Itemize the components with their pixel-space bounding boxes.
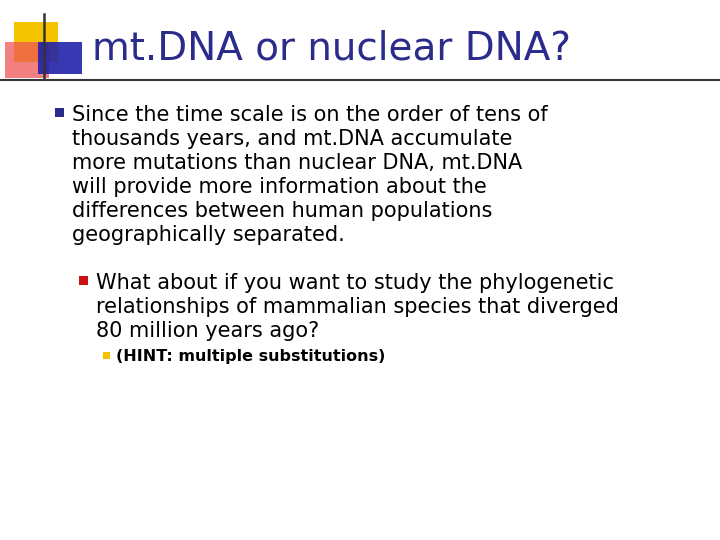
Bar: [5, 42, 49, 78]
Text: (HINT: multiple substitutions): (HINT: multiple substitutions): [116, 349, 385, 364]
Bar: [103, 352, 110, 359]
Text: geographically separated.: geographically separated.: [72, 225, 345, 245]
Text: 80 million years ago?: 80 million years ago?: [96, 321, 319, 341]
Bar: [14, 22, 58, 62]
Text: thousands years, and mt.DNA accumulate: thousands years, and mt.DNA accumulate: [72, 129, 513, 149]
Text: more mutations than nuclear DNA, mt.DNA: more mutations than nuclear DNA, mt.DNA: [72, 153, 522, 173]
Text: What about if you want to study the phylogenetic: What about if you want to study the phyl…: [96, 273, 614, 293]
Text: differences between human populations: differences between human populations: [72, 201, 492, 221]
Text: mt.DNA or nuclear DNA?: mt.DNA or nuclear DNA?: [92, 30, 571, 68]
Text: Since the time scale is on the order of tens of: Since the time scale is on the order of …: [72, 105, 548, 125]
Bar: [55, 108, 64, 117]
Text: relationships of mammalian species that diverged: relationships of mammalian species that …: [96, 297, 619, 317]
Bar: [79, 276, 88, 285]
Text: will provide more information about the: will provide more information about the: [72, 177, 487, 197]
Bar: [38, 42, 82, 74]
